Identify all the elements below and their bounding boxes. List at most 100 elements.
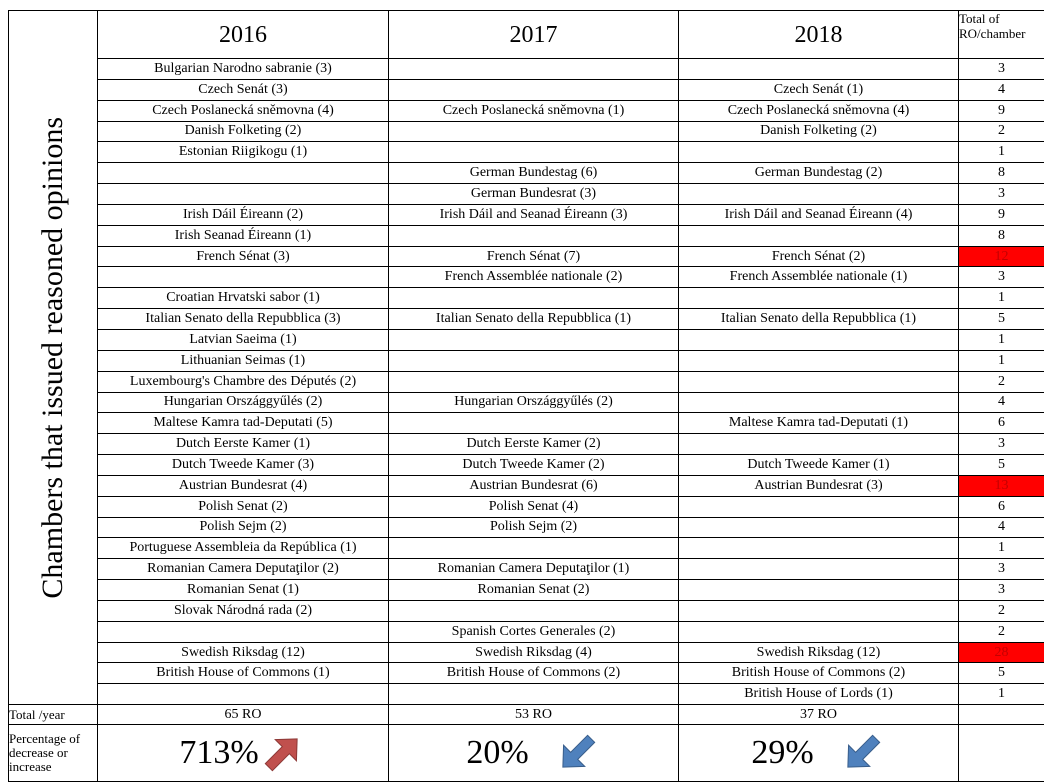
chamber-cell: [389, 59, 679, 80]
chamber-cell: Luxembourg's Chambre des Députés (2): [98, 371, 389, 392]
chamber-cell: [98, 163, 389, 184]
chamber-cell: Maltese Kamra tad-Deputati (5): [98, 413, 389, 434]
chamber-cell: Croatian Hrvatski sabor (1): [98, 288, 389, 309]
chamber-cell: Estonian Riigikogu (1): [98, 142, 389, 163]
data-row: German Bundestag (6)German Bundestag (2)…: [9, 163, 1044, 184]
chamber-cell: Austrian Bundesrat (3): [679, 475, 959, 496]
up-arrow: [259, 731, 307, 775]
page: Chambers that issued reasoned opinions 20…: [0, 0, 1044, 749]
chamber-cell: [679, 434, 959, 455]
total-cell: 8: [959, 163, 1044, 184]
total-cell: 5: [959, 455, 1044, 476]
data-row: Austrian Bundesrat (4) Austrian Bundesrat…: [9, 475, 1044, 496]
chamber-cell: Polish Sejm (2): [389, 517, 679, 538]
total-cell: 6: [959, 496, 1044, 517]
total-cell: 12: [959, 246, 1044, 267]
total-cell: 6: [959, 413, 1044, 434]
chamber-cell: Dutch Tweede Kamer (3): [98, 455, 389, 476]
chamber-cell: Italian Senato della Repubblica (3): [98, 309, 389, 330]
data-row: Estonian Riigikogu (1)1: [9, 142, 1044, 163]
chamber-cell: Czech Senát (1): [679, 79, 959, 100]
chamber-cell: Czech Senát (3): [98, 79, 389, 100]
chamber-cell: [679, 142, 959, 163]
data-row: Latvian Saeima (1) 1: [9, 329, 1044, 350]
chamber-cell: Italian Senato della Repubblica (1): [389, 309, 679, 330]
chamber-cell: Romanian Senat (1): [98, 580, 389, 601]
chamber-cell: Italian Senato della Repubblica (1): [679, 309, 959, 330]
table-body: Chambers that issued reasoned opinions 20…: [9, 11, 1044, 782]
chamber-cell: [389, 538, 679, 559]
chamber-cell: Polish Senat (4): [389, 496, 679, 517]
chamber-cell: Austrian Bundesrat (4): [98, 475, 389, 496]
chamber-cell: German Bundesrat (3): [389, 184, 679, 205]
chamber-cell: Swedish Riksdag (4): [389, 642, 679, 663]
change-value: 713%: [179, 734, 258, 771]
chamber-cell: Irish Seanad Éireann (1): [98, 225, 389, 246]
total-cell: 2: [959, 121, 1044, 142]
total-cell: 1: [959, 329, 1044, 350]
chamber-cell: [679, 538, 959, 559]
data-row: Hungarian Országgyűlés (2)Hungarian Orsz…: [9, 392, 1044, 413]
chamber-cell: Czech Poslanecká sněmovna (1): [389, 100, 679, 121]
chamber-cell: [679, 329, 959, 350]
total-cell: 9: [959, 100, 1044, 121]
data-row: Romanian Camera Deputaţilor (2)Romanian …: [9, 559, 1044, 580]
chamber-cell: [389, 121, 679, 142]
year-header: 2017: [389, 11, 679, 59]
chamber-cell: Bulgarian Narodno sabranie (3): [98, 59, 389, 80]
data-row: German Bundesrat (3)3: [9, 184, 1044, 205]
arrow-shape: [259, 731, 307, 775]
chamber-cell: Dutch Tweede Kamer (1): [679, 455, 959, 476]
year-total: 65 RO: [98, 705, 389, 725]
total-cell: 3: [959, 267, 1044, 288]
chamber-cell: [389, 288, 679, 309]
chamber-cell: [679, 288, 959, 309]
arrow-shape: [838, 731, 886, 775]
chamber-cell: [98, 184, 389, 205]
chamber-cell: Latvian Saeima (1): [98, 329, 389, 350]
data-row: Italian Senato della Repubblica (3)Itali…: [9, 309, 1044, 330]
chamber-cell: Dutch Tweede Kamer (2): [389, 455, 679, 476]
chamber-cell: [389, 413, 679, 434]
data-row: Lithuanian Seimas (1)1: [9, 350, 1044, 371]
data-row: Slovak Národná rada (2)2: [9, 600, 1044, 621]
down-arrow: [838, 731, 886, 775]
chamber-cell: French Assemblée nationale (2): [389, 267, 679, 288]
chamber-cell: Slovak Národná rada (2): [98, 600, 389, 621]
total-cell: 1: [959, 684, 1044, 705]
chamber-cell: British House of Lords (1): [679, 684, 959, 705]
change-value: 29%: [751, 734, 813, 771]
total-cell: 5: [959, 309, 1044, 330]
change-label: Percentage of decrease or increase: [9, 725, 98, 782]
chamber-cell: [679, 621, 959, 642]
chamber-cell: [679, 184, 959, 205]
data-row: Croatian Hrvatski sabor (1)1: [9, 288, 1044, 309]
chamber-cell: Hungarian Országgyűlés (2): [389, 392, 679, 413]
chamber-cell: [389, 225, 679, 246]
chamber-cell: Czech Poslanecká sněmovna (4): [679, 100, 959, 121]
chamber-cell: Romanian Camera Deputaţilor (1): [389, 559, 679, 580]
chamber-cell: [679, 392, 959, 413]
chamber-cell: French Sénat (2): [679, 246, 959, 267]
data-row: Czech Senát (3)Czech Senát (1)4: [9, 79, 1044, 100]
chamber-cell: Irish Dáil and Seanad Éireann (3): [389, 204, 679, 225]
data-row: French Sénat (3)French Sénat (7)French S…: [9, 246, 1044, 267]
total-cell: 28: [959, 642, 1044, 663]
chamber-cell: [389, 684, 679, 705]
data-row: Maltese Kamra tad-Deputati (5)Maltese Ka…: [9, 413, 1044, 434]
chamber-cell: [98, 267, 389, 288]
side-label: Chambers that issued reasoned opinions: [45, 117, 61, 599]
chamber-cell: Swedish Riksdag (12): [98, 642, 389, 663]
change-value: 20%: [466, 734, 528, 771]
change-cell: 20%: [389, 725, 679, 782]
chamber-cell: German Bundestag (6): [389, 163, 679, 184]
chamber-cell: British House of Commons (2): [389, 663, 679, 684]
year-header: 2018: [679, 11, 959, 59]
data-row: Spanish Cortes Generales (2)2: [9, 621, 1044, 642]
chamber-cell: [679, 559, 959, 580]
chamber-cell: [679, 59, 959, 80]
total-label: Total /year: [9, 705, 98, 725]
chamber-cell: Swedish Riksdag (12): [679, 642, 959, 663]
total-cell: 3: [959, 559, 1044, 580]
